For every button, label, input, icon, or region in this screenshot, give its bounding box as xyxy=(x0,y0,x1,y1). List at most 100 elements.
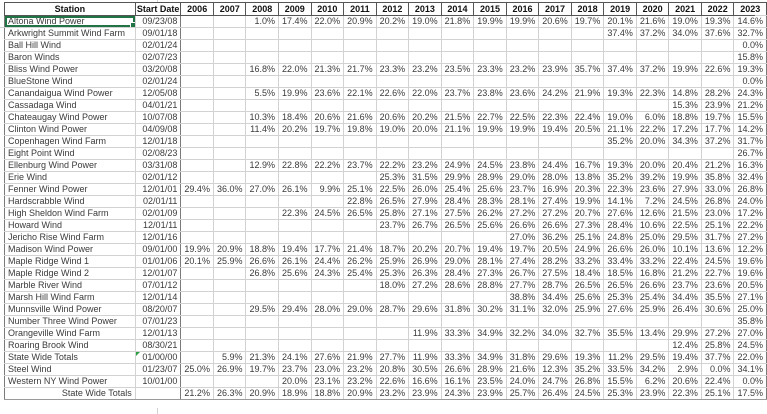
value-cell-2019[interactable]: 19.3% xyxy=(603,87,637,100)
value-cell-2017[interactable]: 24.7% xyxy=(538,375,572,388)
value-cell-2006[interactable] xyxy=(180,27,214,40)
value-cell-2012[interactable]: 28.7% xyxy=(375,303,410,316)
start-date-cell[interactable]: 09/01/00 xyxy=(134,243,182,256)
value-cell-2007[interactable] xyxy=(212,99,247,112)
value-cell-2020[interactable]: 20.0% xyxy=(635,135,670,148)
value-cell-2021[interactable]: 34.0% xyxy=(668,27,702,40)
value-cell-2014[interactable]: 26.6% xyxy=(440,363,475,376)
value-cell-2006[interactable] xyxy=(180,207,214,220)
value-cell-2007[interactable]: 26.3% xyxy=(212,387,247,400)
value-cell-2017[interactable]: 22.3% xyxy=(538,111,572,124)
station-cell[interactable]: Chateaugay Wind Power xyxy=(4,111,136,124)
value-cell-2021[interactable]: 29.5% xyxy=(668,231,702,244)
value-cell-2014[interactable]: 21.1% xyxy=(440,123,475,136)
station-cell[interactable]: Madison Wind Power xyxy=(4,243,136,256)
value-cell-2021[interactable] xyxy=(668,51,702,64)
value-cell-2022[interactable]: 23.0% xyxy=(700,207,735,220)
value-cell-2009[interactable]: 20.2% xyxy=(278,123,312,136)
value-cell-2016[interactable] xyxy=(505,315,540,328)
value-cell-2016[interactable]: 32.2% xyxy=(505,327,540,340)
value-cell-2012[interactable] xyxy=(375,339,410,352)
start-date-cell[interactable]: 12/01/13 xyxy=(134,327,182,340)
value-cell-2012[interactable]: 23.3% xyxy=(375,63,410,76)
value-cell-2019[interactable]: 22.3% xyxy=(603,183,637,196)
value-cell-2017[interactable]: 19.4% xyxy=(538,123,572,136)
value-cell-2007[interactable]: 25.9% xyxy=(212,255,247,268)
value-cell-2012[interactable]: 20.6% xyxy=(375,111,410,124)
value-cell-2019[interactable]: 35.5% xyxy=(603,327,637,340)
value-cell-2016[interactable]: 27.7% xyxy=(505,279,540,292)
value-cell-2023[interactable]: 16.3% xyxy=(733,159,767,172)
value-cell-2014[interactable] xyxy=(440,291,475,304)
value-cell-2007[interactable]: 36.0% xyxy=(212,183,247,196)
value-cell-2015[interactable]: 22.7% xyxy=(473,111,507,124)
value-cell-2006[interactable] xyxy=(180,147,214,160)
value-cell-2006[interactable] xyxy=(180,231,214,244)
value-cell-2020[interactable]: 26.6% xyxy=(635,279,670,292)
start-date-cell[interactable]: 02/07/23 xyxy=(134,51,182,64)
value-cell-2023[interactable]: 22.2% xyxy=(733,219,767,232)
value-cell-2015[interactable] xyxy=(473,99,507,112)
value-cell-2021[interactable]: 19.0% xyxy=(668,15,702,28)
value-cell-2013[interactable]: 23.9% xyxy=(408,387,442,400)
value-cell-2012[interactable]: 20.2% xyxy=(375,15,410,28)
value-cell-2006[interactable] xyxy=(180,135,214,148)
value-cell-2009[interactable]: 17.4% xyxy=(278,15,312,28)
value-cell-2009[interactable] xyxy=(278,219,312,232)
value-cell-2006[interactable]: 19.9% xyxy=(180,243,214,256)
value-cell-2014[interactable] xyxy=(440,147,475,160)
value-cell-2021[interactable]: 22.4% xyxy=(668,255,702,268)
station-cell[interactable]: Western NY Wind Power xyxy=(4,375,136,388)
value-cell-2011[interactable]: 21.4% xyxy=(343,243,377,256)
start-date-cell[interactable]: 01/01/06 xyxy=(134,255,182,268)
value-cell-2007[interactable] xyxy=(212,159,247,172)
value-cell-2022[interactable]: 26.8% xyxy=(700,195,735,208)
value-cell-2020[interactable] xyxy=(635,147,670,160)
value-cell-2012[interactable]: 25.3% xyxy=(375,267,410,280)
value-cell-2013[interactable]: 30.5% xyxy=(408,363,442,376)
value-cell-2009[interactable] xyxy=(278,75,312,88)
value-cell-2018[interactable]: 27.3% xyxy=(570,219,605,232)
value-cell-2012[interactable]: 22.6% xyxy=(375,375,410,388)
value-cell-2014[interactable] xyxy=(440,27,475,40)
value-cell-2021[interactable]: 19.9% xyxy=(668,63,702,76)
value-cell-2010[interactable]: 24.5% xyxy=(310,207,345,220)
station-cell[interactable]: Baron Winds xyxy=(4,51,136,64)
start-date-cell[interactable]: 09/23/08 xyxy=(134,15,182,28)
value-cell-2020[interactable]: 25.4% xyxy=(635,291,670,304)
value-cell-2019[interactable]: 24.8% xyxy=(603,231,637,244)
start-date-cell[interactable]: 12/01/07 xyxy=(134,267,182,280)
value-cell-2021[interactable]: 20.4% xyxy=(668,159,702,172)
value-cell-2015[interactable] xyxy=(473,75,507,88)
value-cell-2013[interactable] xyxy=(408,135,442,148)
value-cell-2021[interactable]: 10.1% xyxy=(668,243,702,256)
value-cell-2021[interactable]: 34.4% xyxy=(668,291,702,304)
value-cell-2011[interactable]: 29.0% xyxy=(343,303,377,316)
value-cell-2020[interactable]: 16.8% xyxy=(635,267,670,280)
value-cell-2016[interactable]: 19.7% xyxy=(505,243,540,256)
value-cell-2023[interactable]: 22.0% xyxy=(733,351,767,364)
value-cell-2017[interactable] xyxy=(538,135,572,148)
value-cell-2012[interactable] xyxy=(375,135,410,148)
value-cell-2019[interactable] xyxy=(603,51,637,64)
value-cell-2008[interactable] xyxy=(245,99,280,112)
value-cell-2011[interactable]: 25.1% xyxy=(343,183,377,196)
start-date-cell[interactable]: 10/01/00 xyxy=(134,375,182,388)
value-cell-2006[interactable] xyxy=(180,279,214,292)
value-cell-2019[interactable]: 26.5% xyxy=(603,279,637,292)
value-cell-2019[interactable]: 14.1% xyxy=(603,195,637,208)
value-cell-2020[interactable]: 25.9% xyxy=(635,303,670,316)
value-cell-2007[interactable] xyxy=(212,315,247,328)
value-cell-2007[interactable] xyxy=(212,51,247,64)
header-station[interactable]: Station xyxy=(4,2,136,16)
value-cell-2006[interactable] xyxy=(180,15,214,28)
value-cell-2016[interactable] xyxy=(505,147,540,160)
value-cell-2019[interactable] xyxy=(603,147,637,160)
value-cell-2009[interactable]: 19.4% xyxy=(278,243,312,256)
value-cell-2022[interactable]: 19.3% xyxy=(700,15,735,28)
value-cell-2017[interactable]: 26.4% xyxy=(538,387,572,400)
value-cell-2010[interactable] xyxy=(310,279,345,292)
value-cell-2017[interactable]: 34.4% xyxy=(538,291,572,304)
value-cell-2008[interactable] xyxy=(245,291,280,304)
value-cell-2021[interactable] xyxy=(668,75,702,88)
